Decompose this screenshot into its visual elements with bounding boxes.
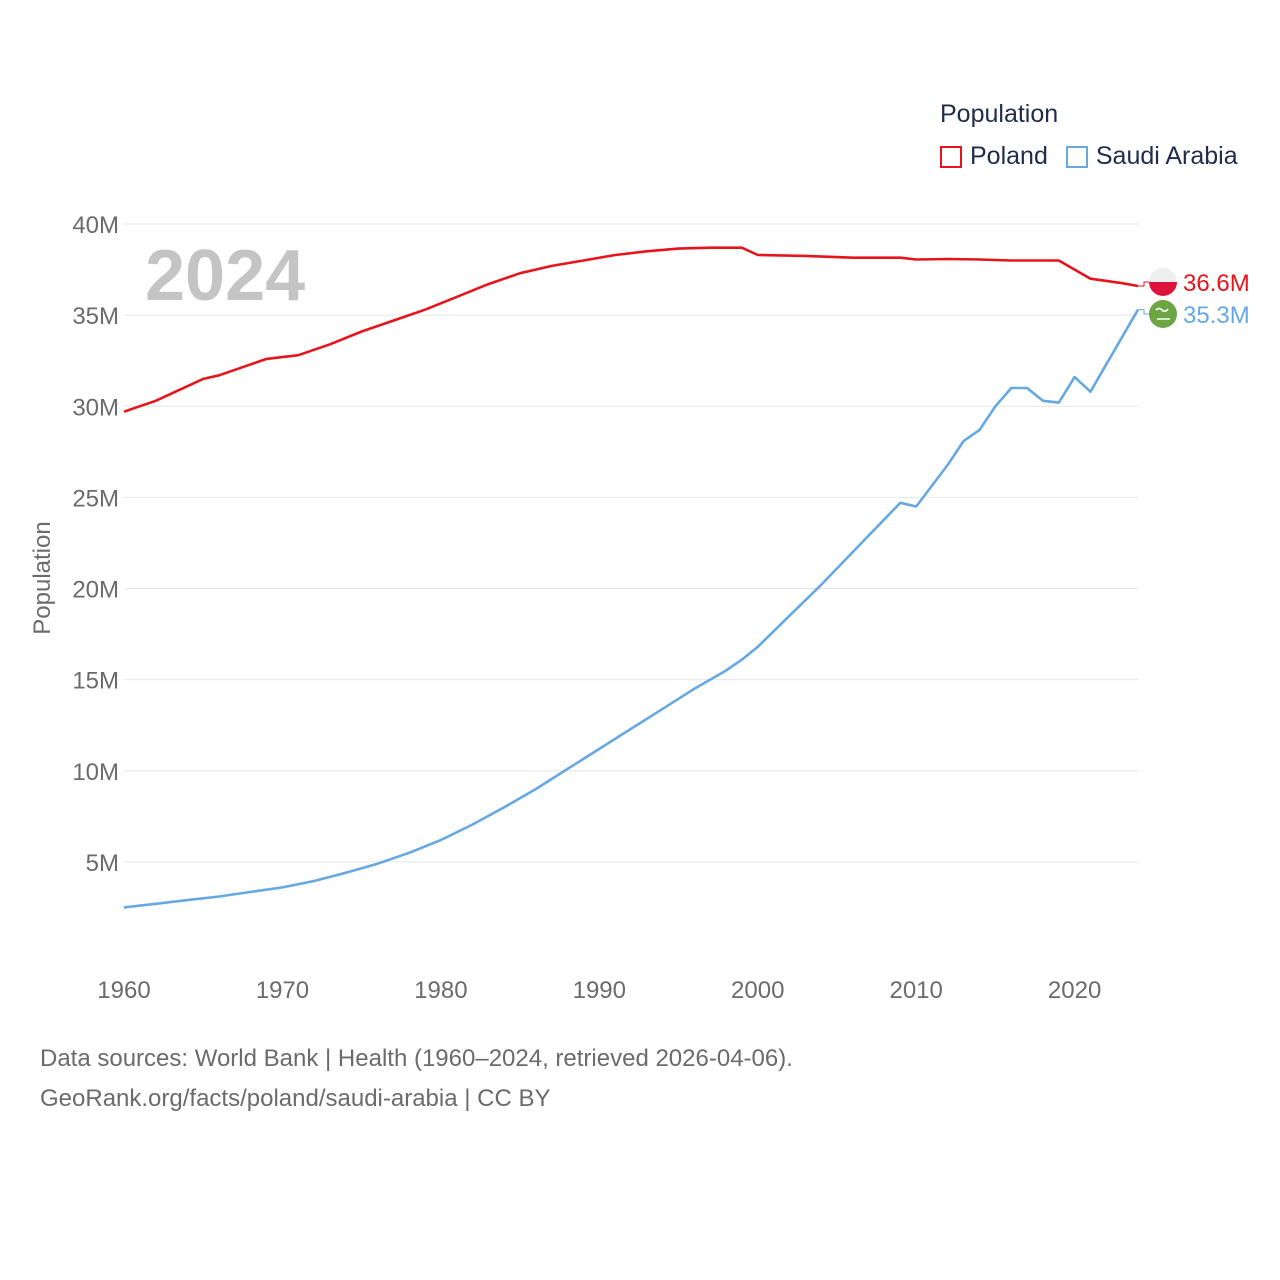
end-value-label-poland: 36.6M [1183,270,1250,297]
legend-label-poland: Poland [970,142,1048,170]
footer-sources: Data sources: World Bank | Health (1960–… [40,1045,793,1072]
series-line-poland[interactable] [123,246,1139,413]
y-tick-label: 5M [86,850,119,877]
end-connector-poland [1138,281,1150,287]
x-tick-label: 2020 [1048,977,1101,1004]
footer-credit: GeoRank.org/facts/poland/saudi-arabia | … [40,1085,551,1112]
legend-swatch-poland [940,145,962,168]
x-tick-label: 1990 [573,977,626,1004]
legend-title: Population [940,100,1059,128]
y-tick-label: 25M [72,485,119,512]
x-tick-label: 1970 [256,977,309,1004]
y-tick-label: 30M [72,394,119,421]
saudi-arabia-flag-icon [1149,300,1177,328]
x-tick-label: 1960 [97,977,150,1004]
x-tick-label: 1980 [414,977,467,1004]
legend: Poland Saudi Arabia [940,142,1256,171]
y-axis-label: Population [29,521,56,634]
legend-item-poland[interactable]: Poland [940,142,1048,171]
end-connector-saudi-arabia [1138,309,1150,315]
end-value-label-saudi-arabia: 35.3M [1183,302,1250,329]
legend-label-saudi-arabia: Saudi Arabia [1095,142,1238,170]
y-tick-label: 20M [72,577,119,604]
year-label: 2024 [145,236,305,316]
legend-swatch-saudi-arabia [1065,145,1088,168]
y-tick-label: 35M [72,303,119,330]
poland-flag-red-half [1149,282,1177,296]
x-tick-label: 2000 [731,977,784,1004]
saudi-emblem-mark [1155,307,1170,320]
x-tick-label: 2010 [889,977,942,1004]
legend-item-saudi-arabia[interactable]: Saudi Arabia [1065,142,1238,171]
y-tick-label: 40M [72,212,119,239]
y-tick-label: 15M [72,668,119,695]
y-tick-label: 10M [72,759,119,786]
series-line-saudi-arabia[interactable] [123,309,1140,909]
